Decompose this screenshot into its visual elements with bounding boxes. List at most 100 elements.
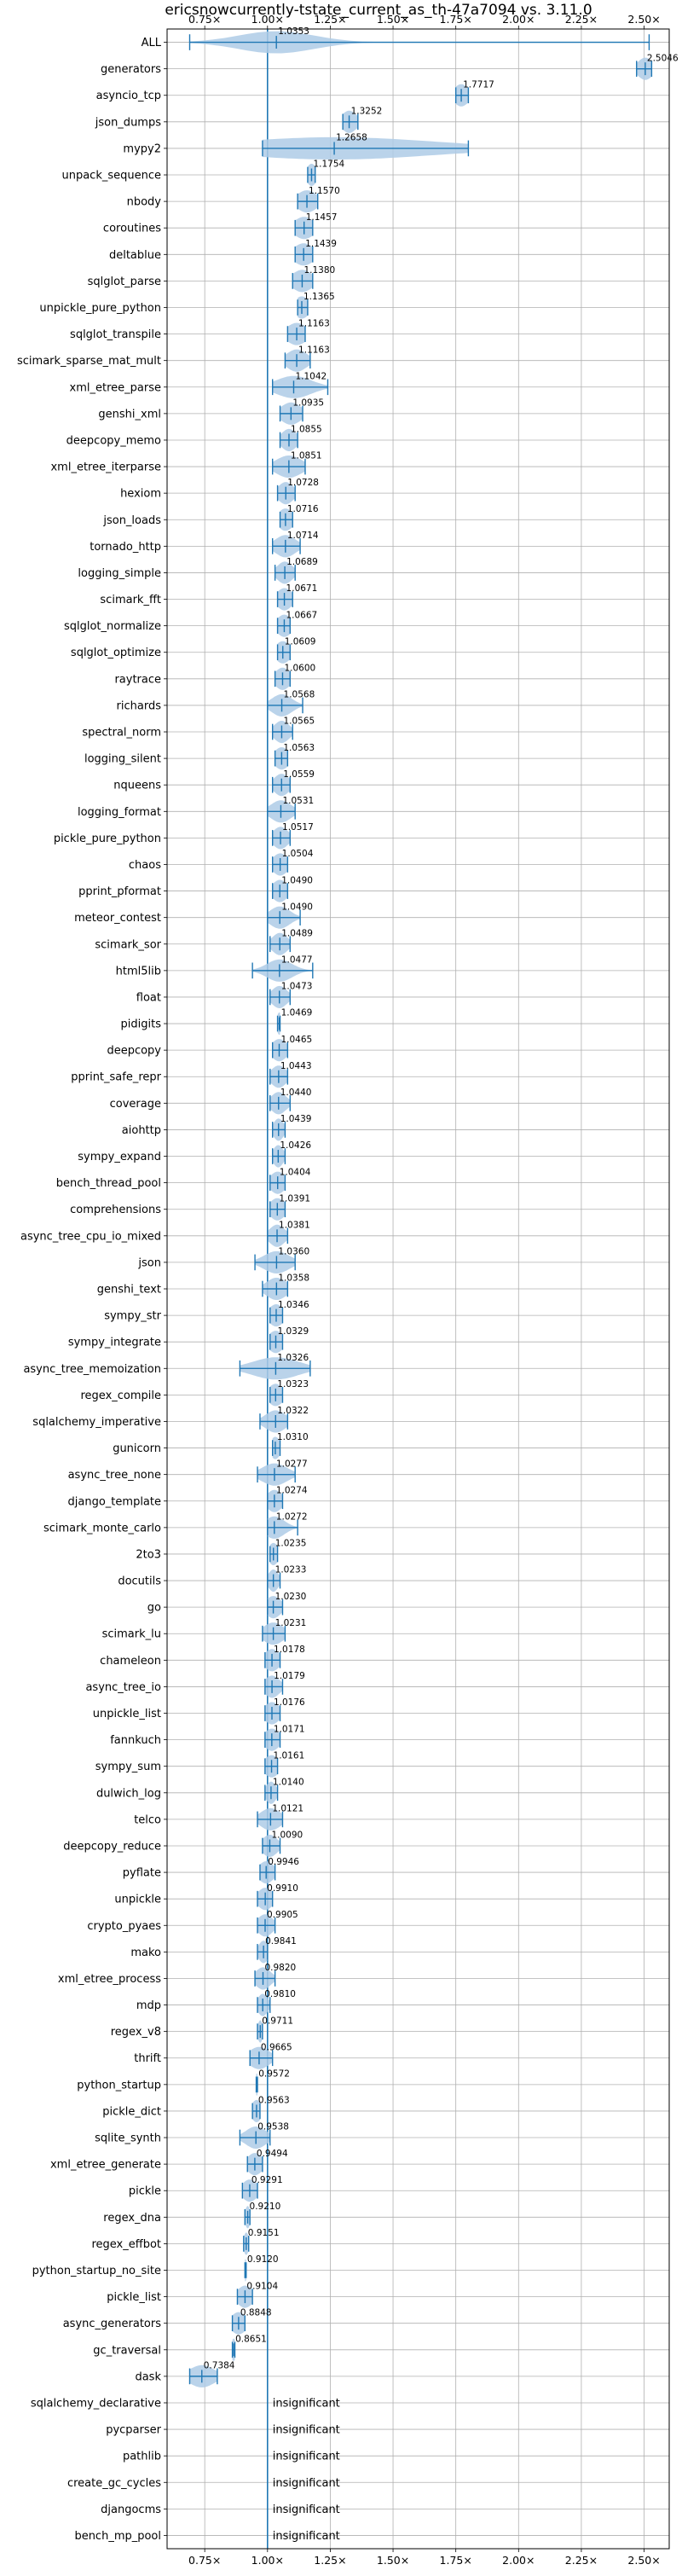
- category-label: raytrace: [114, 673, 161, 686]
- value-label: 2.5046: [647, 53, 679, 63]
- category-label: spectral_norm: [82, 727, 161, 740]
- value-label: 1.0465: [280, 1035, 312, 1045]
- category-label: bench_thread_pool: [56, 1177, 161, 1190]
- x-tick-label-top: 0.75×: [188, 13, 221, 26]
- category-label: sympy_integrate: [68, 1337, 161, 1349]
- category-label: logging_silent: [84, 753, 161, 766]
- x-tick-label-bottom: 2.00×: [502, 2554, 535, 2567]
- category-label: float: [136, 991, 161, 1004]
- category-label: async_tree_none: [68, 1469, 161, 1482]
- category-label: coroutines: [103, 223, 161, 235]
- category-label: sqlglot_normalize: [64, 620, 161, 633]
- x-tick-label-bottom: 1.50×: [377, 2554, 409, 2567]
- value-label: 1.0671: [286, 583, 318, 594]
- value-label: 1.0489: [281, 928, 313, 938]
- category-label: generators: [101, 63, 161, 76]
- category-label: sympy_sum: [95, 1761, 161, 1773]
- value-label: 1.0323: [277, 1379, 309, 1390]
- value-label: 1.0391: [279, 1193, 310, 1204]
- x-tick-label-top: 2.00×: [502, 13, 535, 26]
- value-label: 1.0277: [276, 1459, 308, 1469]
- value-label: 1.7717: [463, 79, 494, 90]
- value-label: 1.0689: [286, 557, 318, 567]
- category-label: pprint_pformat: [78, 885, 161, 898]
- category-label: telco: [134, 1813, 161, 1826]
- category-label: async_generators: [63, 2318, 162, 2330]
- value-label: 1.1439: [305, 239, 337, 249]
- value-label: 1.0381: [279, 1220, 310, 1230]
- value-label: 1.0231: [275, 1618, 307, 1628]
- value-label: 0.7384: [204, 2361, 235, 2371]
- category-label: mako: [130, 1947, 161, 1959]
- category-label: tornado_http: [90, 541, 161, 554]
- x-tick-label-top: 2.25×: [565, 13, 598, 26]
- value-label: 0.9820: [264, 1963, 296, 1973]
- category-label: python_startup_no_site: [32, 2265, 161, 2277]
- value-label: 1.0274: [276, 1485, 308, 1495]
- value-label: 1.3252: [351, 107, 383, 117]
- category-label: logging_simple: [78, 567, 161, 580]
- value-label: 1.1163: [298, 318, 330, 328]
- category-label: asyncio_tcp: [96, 90, 161, 102]
- category-label: deltablue: [109, 249, 161, 262]
- category-label: unpickle: [114, 1894, 161, 1906]
- value-label: 1.0233: [275, 1565, 307, 1575]
- category-label: genshi_xml: [98, 408, 161, 421]
- category-label: sqlglot_transpile: [70, 328, 161, 341]
- category-label: crypto_pyaes: [87, 1920, 161, 1933]
- value-label: 1.0090: [271, 1830, 303, 1841]
- category-label: gunicorn: [113, 1442, 161, 1455]
- value-label: 0.9841: [265, 1936, 297, 1947]
- value-label: 1.0346: [278, 1300, 309, 1310]
- category-label: genshi_text: [97, 1284, 161, 1297]
- category-label: xml_etree_process: [58, 1973, 161, 1986]
- value-label: 1.0565: [283, 717, 315, 727]
- value-label: 1.0504: [282, 849, 314, 859]
- violin-series: 1.0353 2.5046 1.7717 1.3252 1.2658 1.1754 1.15…: [188, 26, 679, 2543]
- value-label: 1.0171: [274, 1724, 305, 1734]
- category-label: thrift: [134, 2052, 161, 2065]
- category-label: regex_v8: [111, 2026, 161, 2039]
- category-label: unpickle_pure_python: [39, 302, 161, 315]
- value-label: 1.0728: [287, 478, 319, 488]
- category-label: scimark_lu: [102, 1628, 161, 1641]
- category-label: fannkuch: [110, 1734, 161, 1747]
- insignificant-label: insignificant: [273, 2530, 340, 2543]
- category-label: dask: [135, 2370, 161, 2383]
- category-label: coverage: [110, 1098, 161, 1111]
- category-label: sympy_str: [104, 1310, 161, 1323]
- category-label: scimark_sor: [95, 938, 161, 951]
- category-label: json: [137, 1256, 161, 1269]
- value-label: 1.0329: [277, 1326, 309, 1337]
- category-label: dulwich_log: [96, 1787, 161, 1800]
- value-label: 1.2658: [336, 133, 367, 143]
- value-label: 1.0855: [291, 425, 322, 435]
- value-label: 1.0531: [282, 796, 314, 806]
- x-tick-label-bottom: 1.00×: [251, 2554, 284, 2567]
- value-label: 1.0935: [292, 398, 324, 409]
- x-tick-label-bottom: 2.25×: [565, 2554, 598, 2567]
- category-label: unpickle_list: [93, 1708, 161, 1720]
- category-label: scimark_sparse_mat_mult: [17, 355, 161, 368]
- value-label: 0.9946: [268, 1857, 299, 1867]
- category-label: sympy_expand: [78, 1151, 161, 1163]
- x-tick-label-top: 1.75×: [440, 13, 472, 26]
- value-label: 1.1570: [309, 186, 340, 196]
- value-label: 1.0667: [286, 610, 317, 620]
- insignificant-label: insignificant: [273, 2477, 340, 2490]
- category-label: pickle_list: [107, 2291, 161, 2304]
- category-label: async_tree_cpu_io_mixed: [20, 1230, 161, 1243]
- value-label: 1.0322: [277, 1406, 309, 1416]
- x-tick-label-bottom: 2.50×: [627, 2554, 660, 2567]
- value-label: 1.0851: [291, 451, 322, 461]
- category-label: pickle: [129, 2185, 161, 2198]
- category-label: mdp: [136, 1999, 161, 2012]
- value-label: 0.8651: [235, 2334, 267, 2344]
- value-label: 1.0353: [278, 26, 309, 37]
- value-label: 0.9538: [257, 2122, 289, 2132]
- category-label: bench_mp_pool: [74, 2530, 161, 2543]
- category-label: aiohttp: [122, 1124, 161, 1137]
- value-label: 1.0140: [273, 1777, 304, 1787]
- value-label: 1.1380: [303, 265, 335, 276]
